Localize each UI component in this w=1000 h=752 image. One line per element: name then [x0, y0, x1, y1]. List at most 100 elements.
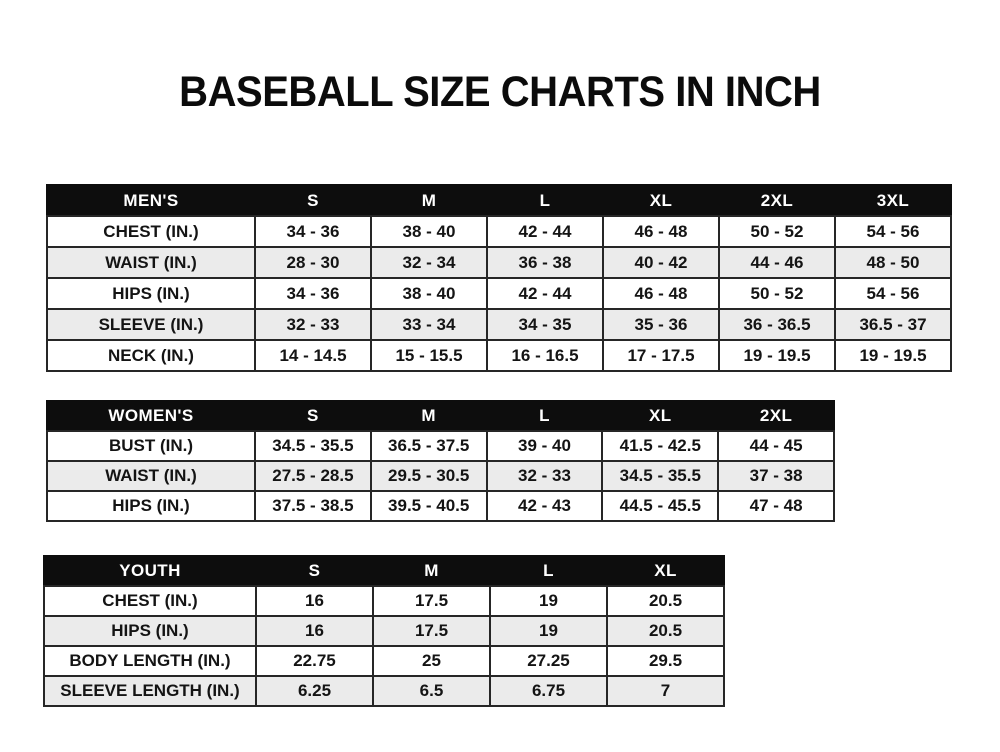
size-cell: 46 - 48 — [602, 215, 720, 248]
size-cell: 54 - 56 — [834, 277, 952, 310]
size-cell: 16 — [255, 615, 374, 647]
size-cell: 42 - 43 — [485, 490, 604, 522]
row-label: SLEEVE LENGTH (IN.) — [43, 675, 257, 707]
table-row: SLEEVE (IN.) 32 - 33 33 - 34 34 - 35 35 - 36… — [46, 308, 952, 341]
size-cell: 36 - 38 — [486, 246, 604, 279]
size-cell: 28 - 30 — [254, 246, 372, 279]
column-header: M — [372, 555, 491, 587]
column-header: 2XL — [717, 400, 835, 432]
size-cell: 27.25 — [489, 645, 608, 677]
size-cell: 19 - 19.5 — [834, 339, 952, 372]
column-header: L — [485, 400, 604, 432]
size-cell: 39.5 - 40.5 — [369, 490, 488, 522]
column-header: XL — [602, 184, 720, 217]
table-row: HIPS (IN.) 16 17.5 19 20.5 — [43, 615, 725, 647]
size-cell: 37 - 38 — [717, 460, 835, 492]
column-header: XL — [601, 400, 720, 432]
column-header: XL — [606, 555, 725, 587]
size-cell: 27.5 - 28.5 — [254, 460, 372, 492]
size-cell: 16 — [255, 585, 374, 617]
size-cell: 38 - 40 — [370, 277, 488, 310]
column-header: S — [254, 400, 372, 432]
size-cell: 36.5 - 37.5 — [369, 430, 488, 462]
mens-size-table: MEN'S S M L XL 2XL 3XL CHEST (IN.) 34 - 36 38 - 4… — [46, 184, 952, 372]
row-label: HIPS (IN.) — [43, 615, 257, 647]
header-row: MEN'S S M L XL 2XL 3XL — [46, 184, 952, 217]
size-cell: 29.5 - 30.5 — [369, 460, 488, 492]
column-header: S — [254, 184, 372, 217]
size-cell: 6.5 — [372, 675, 491, 707]
row-label: WAIST (IN.) — [46, 460, 256, 492]
row-label: WAIST (IN.) — [46, 246, 256, 279]
table-row: HIPS (IN.) 37.5 - 38.5 39.5 - 40.5 42 - 43 4… — [46, 490, 835, 522]
row-label: SLEEVE (IN.) — [46, 308, 256, 341]
size-cell: 50 - 52 — [718, 215, 836, 248]
size-cell: 38 - 40 — [370, 215, 488, 248]
womens-table: WOMEN'S S M L XL 2XL BUST (IN.) 34.5 - 35.5 36.5… — [46, 400, 835, 522]
size-cell: 44 - 45 — [717, 430, 835, 462]
size-cell: 44.5 - 45.5 — [601, 490, 720, 522]
youth-size-table: YOUTH S M L XL CHEST (IN.) 16 17.5 19 20.5 HIPS (I… — [43, 555, 725, 707]
column-header: M — [370, 184, 488, 217]
size-cell: 32 - 33 — [254, 308, 372, 341]
header-row: YOUTH S M L XL — [43, 555, 725, 587]
column-header: S — [255, 555, 374, 587]
size-cell: 17 - 17.5 — [602, 339, 720, 372]
column-header: M — [369, 400, 488, 432]
size-cell: 37.5 - 38.5 — [254, 490, 372, 522]
size-cell: 14 - 14.5 — [254, 339, 372, 372]
column-header: 2XL — [718, 184, 836, 217]
column-header: L — [489, 555, 608, 587]
table-row: WAIST (IN.) 28 - 30 32 - 34 36 - 38 40 - 42 4… — [46, 246, 952, 279]
mens-table: MEN'S S M L XL 2XL 3XL CHEST (IN.) 34 - 36 38 - 4… — [46, 184, 952, 372]
size-cell: 22.75 — [255, 645, 374, 677]
table-title-cell: WOMEN'S — [46, 400, 256, 432]
size-cell: 20.5 — [606, 615, 725, 647]
size-cell: 34 - 36 — [254, 215, 372, 248]
size-cell: 19 — [489, 585, 608, 617]
size-cell: 29.5 — [606, 645, 725, 677]
size-cell: 16 - 16.5 — [486, 339, 604, 372]
size-cell: 34 - 35 — [486, 308, 604, 341]
size-cell: 34.5 - 35.5 — [254, 430, 372, 462]
size-cell: 34.5 - 35.5 — [601, 460, 720, 492]
size-cell: 36.5 - 37 — [834, 308, 952, 341]
size-cell: 46 - 48 — [602, 277, 720, 310]
size-cell: 48 - 50 — [834, 246, 952, 279]
size-cell: 44 - 46 — [718, 246, 836, 279]
column-header: L — [486, 184, 604, 217]
size-cell: 50 - 52 — [718, 277, 836, 310]
size-cell: 47 - 48 — [717, 490, 835, 522]
size-cell: 33 - 34 — [370, 308, 488, 341]
table-row: SLEEVE LENGTH (IN.) 6.25 6.5 6.75 7 — [43, 675, 725, 707]
column-header: 3XL — [834, 184, 952, 217]
row-label: CHEST (IN.) — [43, 585, 257, 617]
size-cell: 40 - 42 — [602, 246, 720, 279]
size-cell: 36 - 36.5 — [718, 308, 836, 341]
size-cell: 6.25 — [255, 675, 374, 707]
size-cell: 7 — [606, 675, 725, 707]
size-cell: 25 — [372, 645, 491, 677]
row-label: HIPS (IN.) — [46, 277, 256, 310]
youth-table: YOUTH S M L XL CHEST (IN.) 16 17.5 19 20.5 HIPS (I… — [43, 555, 725, 707]
table-row: CHEST (IN.) 16 17.5 19 20.5 — [43, 585, 725, 617]
table-row: BODY LENGTH (IN.) 22.75 25 27.25 29.5 — [43, 645, 725, 677]
size-cell: 17.5 — [372, 585, 491, 617]
womens-size-table: WOMEN'S S M L XL 2XL BUST (IN.) 34.5 - 35.5 36.5… — [46, 400, 835, 522]
table-title-cell: YOUTH — [43, 555, 257, 587]
row-label: CHEST (IN.) — [46, 215, 256, 248]
row-label: NECK (IN.) — [46, 339, 256, 372]
size-cell: 20.5 — [606, 585, 725, 617]
size-cell: 34 - 36 — [254, 277, 372, 310]
header-row: WOMEN'S S M L XL 2XL — [46, 400, 835, 432]
size-cell: 17.5 — [372, 615, 491, 647]
row-label: BODY LENGTH (IN.) — [43, 645, 257, 677]
row-label: HIPS (IN.) — [46, 490, 256, 522]
table-row: BUST (IN.) 34.5 - 35.5 36.5 - 37.5 39 - 40 4… — [46, 430, 835, 462]
size-cell: 42 - 44 — [486, 277, 604, 310]
size-cell: 19 - 19.5 — [718, 339, 836, 372]
table-row: CHEST (IN.) 34 - 36 38 - 40 42 - 44 46 - 48 5… — [46, 215, 952, 248]
table-row: WAIST (IN.) 27.5 - 28.5 29.5 - 30.5 32 - 33… — [46, 460, 835, 492]
size-cell: 41.5 - 42.5 — [601, 430, 720, 462]
size-cell: 15 - 15.5 — [370, 339, 488, 372]
